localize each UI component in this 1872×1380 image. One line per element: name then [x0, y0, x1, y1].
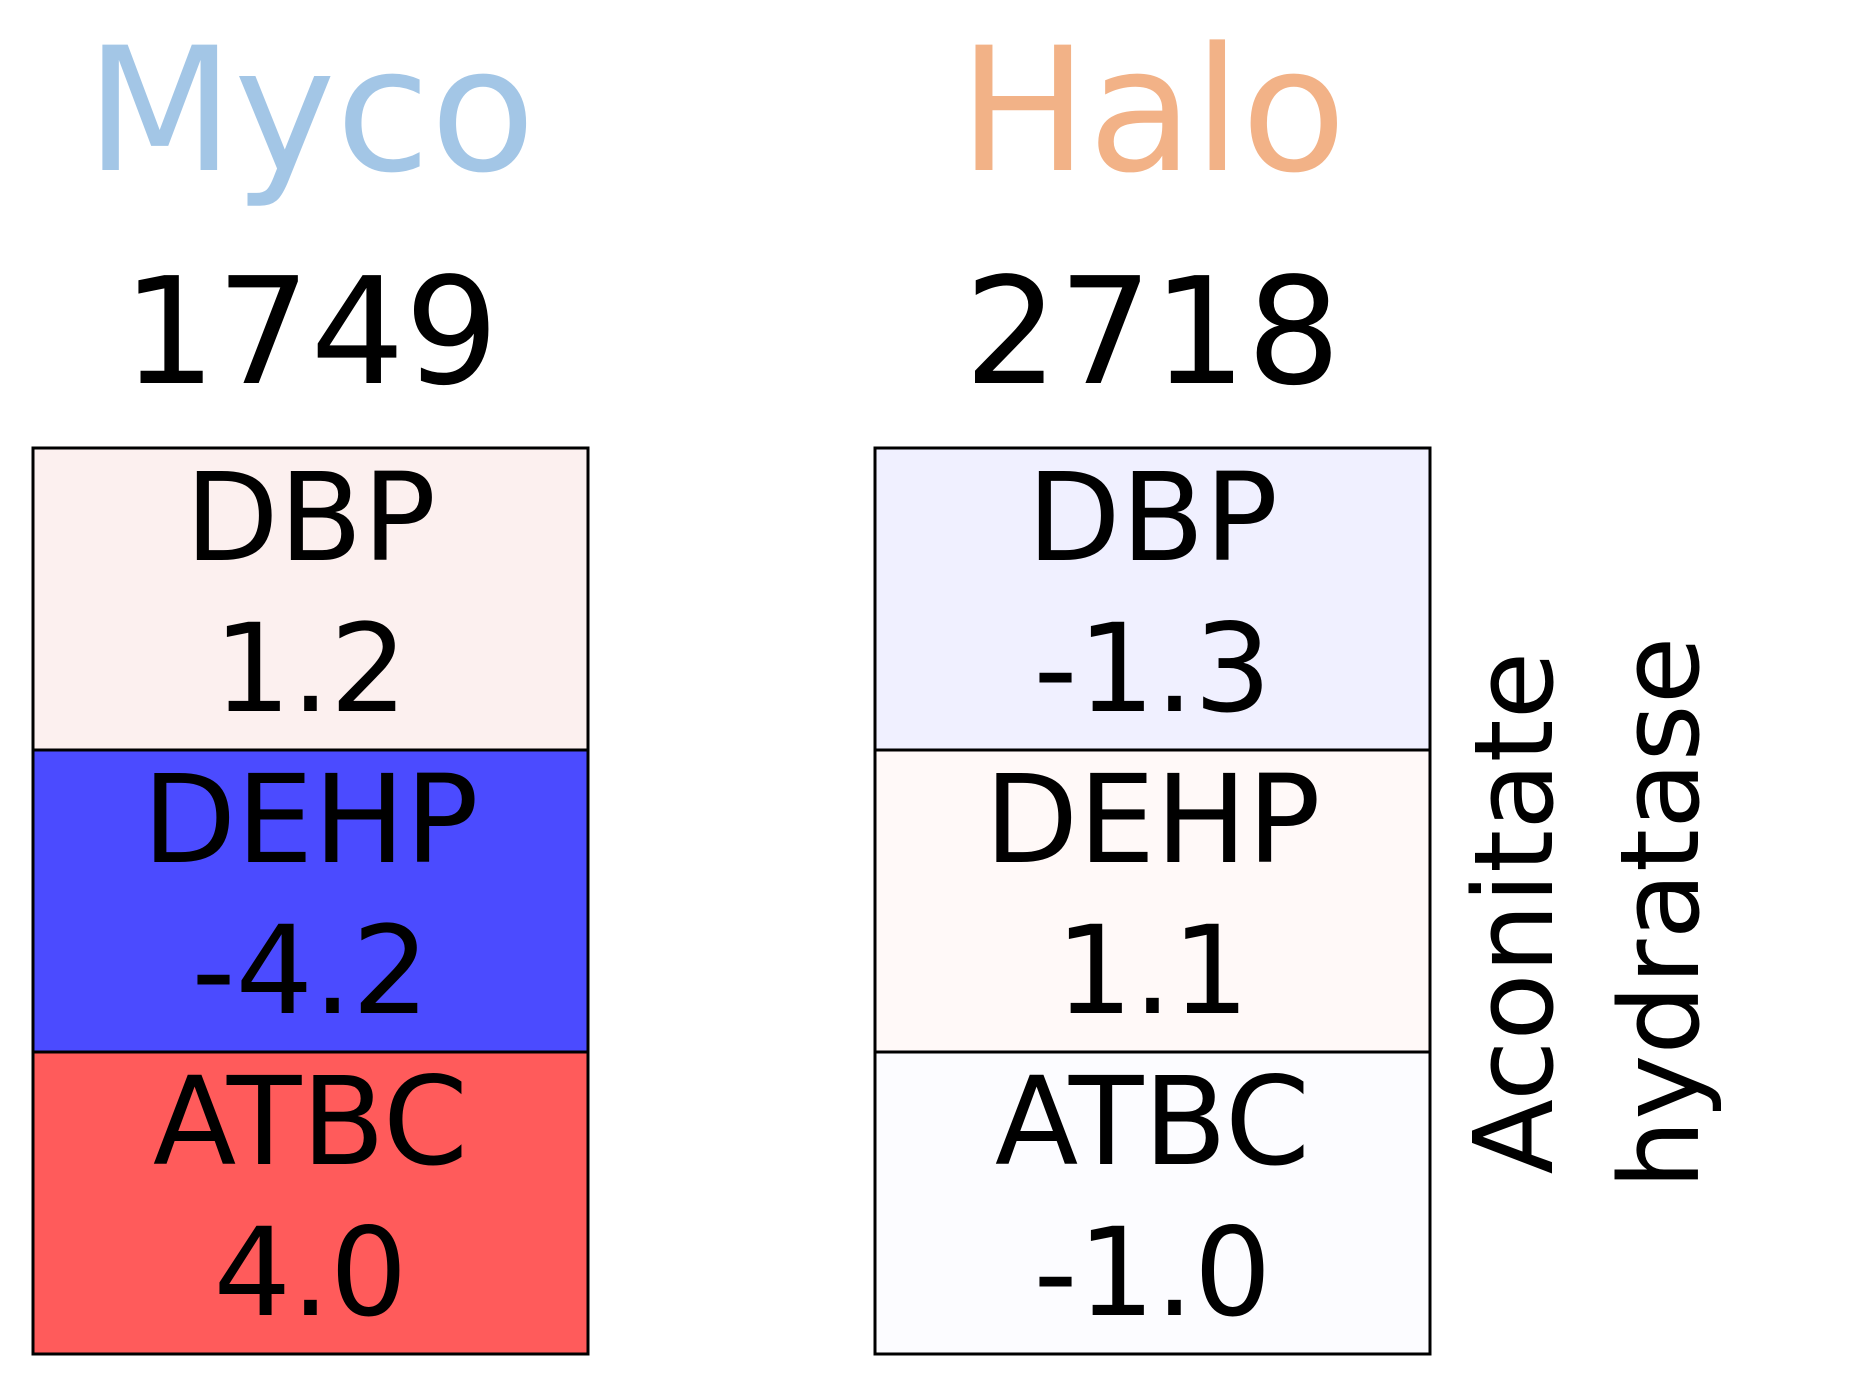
cell-label-myco-atbc: ATBC — [153, 1051, 468, 1193]
heatmap-cell-halo-dehp — [873, 748, 1432, 1054]
row-label-line-2: hydratase — [1596, 637, 1724, 1190]
cell-label-halo-atbc: ATBC — [995, 1051, 1310, 1193]
column-title-halo: Halo — [959, 10, 1347, 211]
heatmap-cell-halo-atbc — [873, 1050, 1432, 1356]
column-count-myco: 1749 — [122, 246, 499, 418]
cell-value-halo-atbc: -1.0 — [1033, 1202, 1271, 1344]
row-label-line-1: Aconitate — [1450, 652, 1578, 1175]
column-title-myco: Myco — [86, 10, 536, 211]
heatmap-cell-halo-dbp — [873, 446, 1432, 752]
cell-label-myco-dbp: DBP — [185, 447, 436, 589]
cell-value-halo-dehp: 1.1 — [1055, 900, 1249, 1042]
cell-label-myco-dehp: DEHP — [142, 749, 478, 891]
cell-value-myco-dbp: 1.2 — [213, 598, 407, 740]
column-count-halo: 2718 — [964, 246, 1341, 418]
cell-value-halo-dbp: -1.3 — [1033, 598, 1271, 740]
cell-value-myco-dehp: -4.2 — [191, 900, 429, 1042]
cell-label-halo-dbp: DBP — [1027, 447, 1278, 589]
heatmap-cell-myco-dehp — [31, 748, 590, 1054]
heatmap-cell-myco-atbc — [31, 1050, 590, 1356]
cell-label-halo-dehp: DEHP — [984, 749, 1320, 891]
heatmap-cell-myco-dbp — [31, 446, 590, 752]
cell-value-myco-atbc: 4.0 — [213, 1202, 407, 1344]
